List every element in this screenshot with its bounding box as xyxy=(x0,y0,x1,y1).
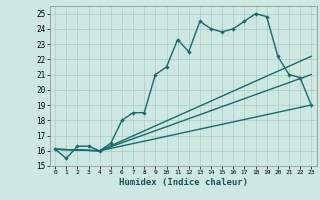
X-axis label: Humidex (Indice chaleur): Humidex (Indice chaleur) xyxy=(119,178,248,187)
